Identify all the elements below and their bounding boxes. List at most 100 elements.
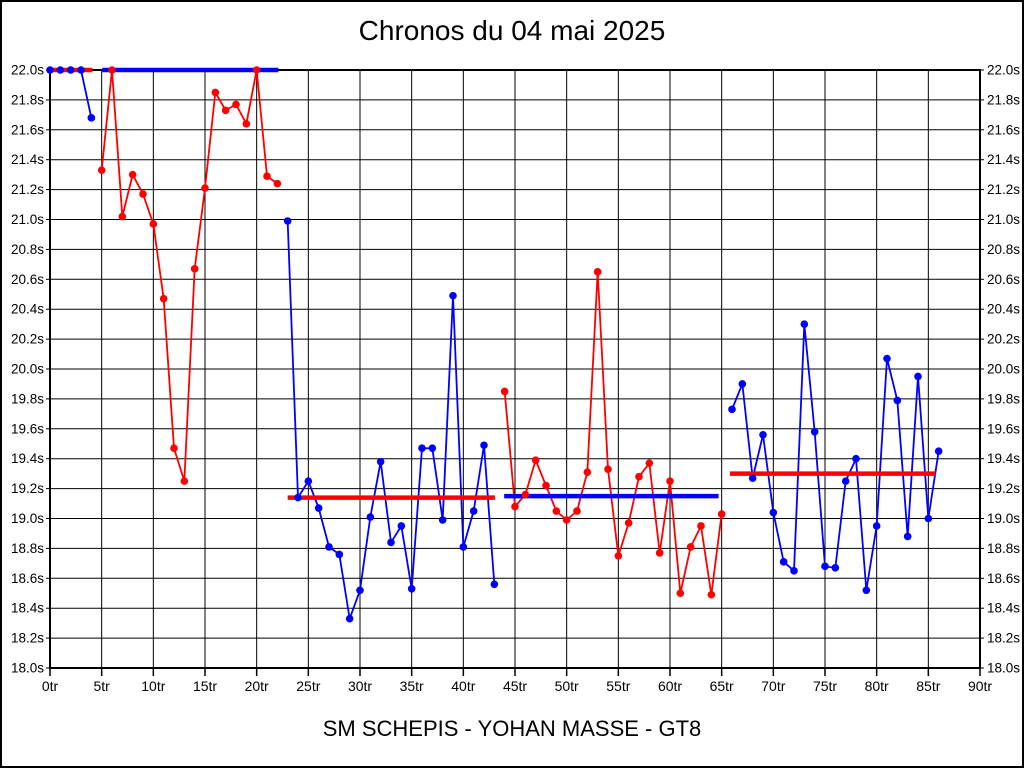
series-line-stint4-red bbox=[503, 270, 723, 596]
y-axis-label-right: 20.6s bbox=[987, 272, 1020, 287]
data-point bbox=[872, 522, 881, 530]
series-line-stint1-blue bbox=[49, 69, 93, 119]
y-axis-label-right: 19.2s bbox=[987, 481, 1020, 496]
data-point bbox=[779, 558, 788, 566]
y-axis-label-right: 20.2s bbox=[987, 332, 1020, 347]
y-axis-label-right: 18.2s bbox=[987, 631, 1020, 646]
grid-lines bbox=[49, 69, 981, 669]
y-axis-label-right: 19.4s bbox=[987, 451, 1020, 466]
y-axis-label-left: 20.4s bbox=[11, 302, 44, 317]
y-axis-label-right: 21.0s bbox=[987, 212, 1020, 227]
plot-frame bbox=[49, 69, 981, 669]
y-axis-label-left: 21.8s bbox=[11, 92, 44, 107]
data-point bbox=[201, 184, 209, 192]
data-point bbox=[118, 212, 127, 221]
data-point bbox=[790, 567, 798, 575]
y-axis-label-right: 20.4s bbox=[987, 302, 1020, 317]
data-point bbox=[87, 114, 96, 122]
data-point bbox=[46, 66, 54, 74]
y-axis-label-right: 21.2s bbox=[987, 182, 1020, 197]
data-point bbox=[645, 459, 654, 467]
y-axis-label-right: 20.0s bbox=[987, 362, 1020, 377]
data-point bbox=[221, 106, 230, 115]
y-axis-label-right: 19.8s bbox=[987, 391, 1020, 406]
y-axis-label-left: 18.2s bbox=[11, 631, 44, 646]
y-axis-label-right: 18.4s bbox=[987, 601, 1020, 616]
chart-title: Chronos du 04 mai 2025 bbox=[358, 15, 666, 46]
data-point bbox=[614, 552, 623, 560]
data-point bbox=[356, 586, 364, 595]
y-axis-label-left: 19.2s bbox=[11, 481, 44, 496]
data-point bbox=[903, 532, 912, 541]
data-point bbox=[728, 405, 736, 414]
data-point bbox=[934, 447, 943, 456]
x-axis-label: 65tr bbox=[710, 678, 734, 694]
y-axis-label-left: 18.6s bbox=[11, 571, 44, 586]
data-point bbox=[480, 441, 488, 450]
x-axis-label: 70tr bbox=[761, 678, 785, 694]
y-axis-label-right: 18.8s bbox=[987, 541, 1020, 556]
data-point bbox=[170, 444, 178, 453]
data-point bbox=[397, 522, 406, 530]
y-axis-label-left: 20.0s bbox=[11, 362, 44, 377]
data-point bbox=[717, 510, 726, 518]
x-axis-label: 50tr bbox=[555, 678, 579, 694]
data-point bbox=[893, 396, 902, 405]
data-point bbox=[418, 444, 426, 453]
x-axis-labels: 0tr 5tr 10tr 15tr 20tr 25tr 30tr 35tr 40tr 45tr 50… bbox=[42, 678, 993, 694]
data-point bbox=[469, 507, 478, 515]
x-axis-label: 55tr bbox=[606, 678, 630, 694]
y-axis-label-left: 21.2s bbox=[11, 182, 44, 197]
y-axis-label-right: 21.8s bbox=[987, 92, 1020, 107]
x-axis-label: 0tr bbox=[42, 678, 59, 694]
data-point bbox=[635, 472, 643, 481]
data-point bbox=[583, 468, 592, 476]
data-point bbox=[314, 504, 323, 512]
y-axis-label-right: 18.6s bbox=[987, 571, 1020, 586]
data-point bbox=[531, 456, 540, 464]
data-point bbox=[128, 170, 137, 179]
data-point bbox=[263, 172, 271, 180]
y-axis-label-left: 20.6s bbox=[11, 272, 44, 287]
y-axis-label-left: 18.4s bbox=[11, 601, 44, 616]
data-point bbox=[841, 477, 850, 485]
x-axis-label: 10tr bbox=[141, 678, 165, 694]
series-line-stint5-blue bbox=[731, 323, 940, 592]
data-point bbox=[376, 457, 385, 466]
x-axis-label: 15tr bbox=[193, 678, 217, 694]
data-point bbox=[490, 580, 499, 589]
data-point bbox=[283, 217, 292, 225]
y-axis-label-left: 18.8s bbox=[11, 541, 44, 556]
x-axis-label: 35tr bbox=[400, 678, 424, 694]
data-point bbox=[449, 291, 457, 300]
x-axis-label: 90tr bbox=[968, 678, 992, 694]
data-point bbox=[521, 490, 530, 499]
data-point bbox=[211, 88, 220, 97]
x-axis-label: 5tr bbox=[93, 678, 110, 694]
x-axis-label: 85tr bbox=[916, 678, 940, 694]
y-axis-label-left: 21.6s bbox=[11, 122, 44, 137]
x-axis-label: 45tr bbox=[503, 678, 527, 694]
data-point bbox=[852, 454, 860, 463]
data-point bbox=[149, 220, 158, 228]
data-point bbox=[190, 265, 199, 273]
data-point bbox=[345, 614, 354, 623]
y-axis-label-right: 21.6s bbox=[987, 122, 1020, 137]
data-point bbox=[459, 543, 468, 551]
data-point bbox=[821, 562, 829, 571]
y-axis-label-left: 21.4s bbox=[11, 152, 44, 167]
x-axis-label: 80tr bbox=[865, 678, 889, 694]
data-point bbox=[108, 66, 116, 74]
y-axis-label-left: 19.4s bbox=[11, 451, 44, 466]
y-axis-label-left: 19.6s bbox=[11, 421, 44, 436]
y-axis-label-right: 19.6s bbox=[987, 421, 1020, 436]
data-series-lines bbox=[49, 69, 940, 620]
data-point bbox=[883, 354, 891, 363]
data-point bbox=[77, 66, 85, 74]
data-point bbox=[500, 387, 509, 396]
data-point bbox=[914, 372, 922, 381]
y-axis-label-left: 19.8s bbox=[11, 391, 44, 406]
data-point bbox=[428, 444, 437, 453]
data-point bbox=[738, 380, 747, 388]
y-axis-label-left: 22.0s bbox=[11, 63, 44, 78]
